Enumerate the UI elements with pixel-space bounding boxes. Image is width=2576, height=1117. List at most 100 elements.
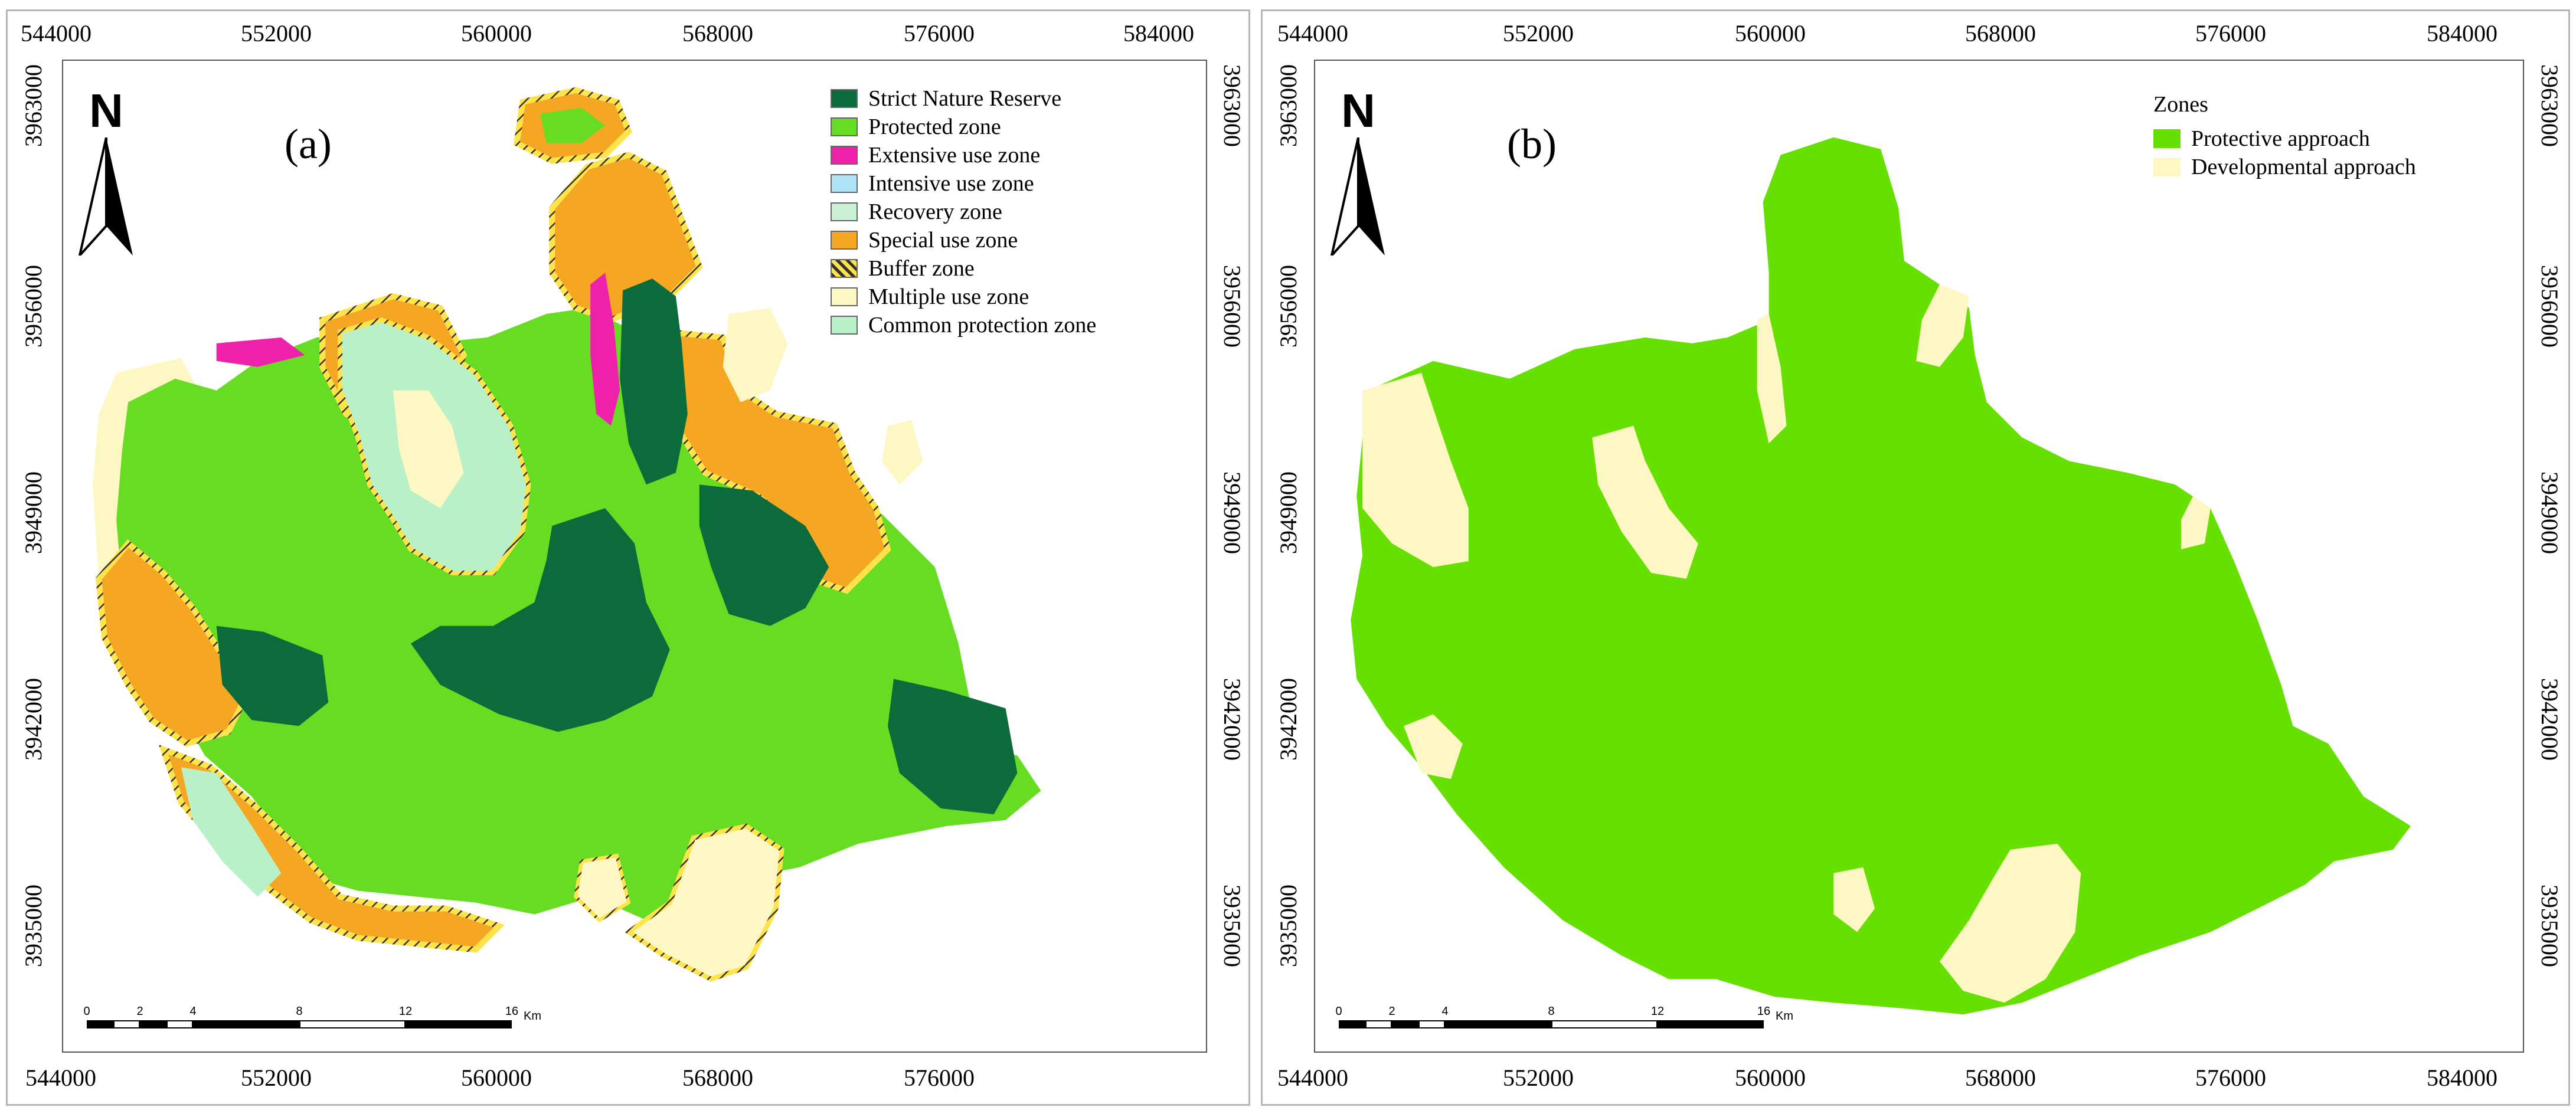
protective-approach-area [1351, 137, 2411, 1015]
x-tick-bottom: 552000 [241, 1064, 312, 1091]
x-tick-top: 584000 [2427, 20, 2497, 47]
legend-swatch [831, 146, 858, 165]
scale-segment [1339, 1020, 1365, 1028]
y-tick-left: 3963000 [20, 64, 47, 147]
common-protection-zone-south [181, 767, 282, 897]
scale-label: 8 [1548, 1005, 1555, 1018]
y-tick-left: 3942000 [20, 678, 47, 761]
x-tick-bottom: 552000 [1503, 1064, 1574, 1091]
x-tick-bottom: 576000 [2195, 1064, 2266, 1091]
legend-item: Recovery zone [831, 198, 1096, 226]
scale-segment [113, 1020, 140, 1028]
map-panel-a: 544000 552000 560000 568000 576000 58400… [6, 9, 1250, 1106]
scale-label: 16 [1757, 1005, 1771, 1018]
legend-item: Multiple use zone [831, 283, 1096, 311]
scale-segment [140, 1020, 166, 1028]
y-tick-left: 3956000 [20, 265, 47, 348]
x-tick-bottom: 544000 [1277, 1064, 1348, 1091]
scale-segment [1445, 1020, 1551, 1028]
panel-label-b: (b) [1507, 120, 1557, 168]
legend-item: Strict Nature Reserve [831, 84, 1096, 113]
legend-item: Common protection zone [831, 311, 1096, 339]
x-tick-top: 584000 [1123, 20, 1194, 47]
y-tick-right: 3935000 [2536, 885, 2563, 967]
legend-item: Special use zone [831, 226, 1096, 254]
y-tick-right: 3956000 [2536, 265, 2563, 348]
scale-segment [1551, 1020, 1658, 1028]
special-use-zone-east [649, 328, 891, 594]
scale-segment [193, 1020, 299, 1028]
scale-segment [1365, 1020, 1392, 1028]
legend-swatch [831, 174, 858, 193]
special-use-zone-north [549, 152, 703, 323]
x-tick-top: 560000 [461, 20, 532, 47]
x-tick-bottom: 576000 [904, 1064, 975, 1091]
legend-label: Special use zone [868, 228, 1018, 253]
developmental-approach-west [1362, 372, 1469, 567]
y-tick-right: 3956000 [1219, 265, 1245, 348]
legend-item: Buffer zone [831, 254, 1096, 283]
x-tick-top: 544000 [1277, 20, 1348, 47]
developmental-approach-south-small [1833, 867, 1875, 932]
y-tick-right: 3949000 [1219, 471, 1245, 554]
multiple-use-zone-northeast [723, 308, 788, 402]
x-tick-bottom: 560000 [461, 1064, 532, 1091]
y-tick-right: 3942000 [1219, 678, 1245, 761]
legend-label: Common protection zone [868, 313, 1097, 338]
legend-item: Developmental approach [2153, 153, 2416, 181]
legend-label: Protective approach [2191, 126, 2370, 151]
x-tick-bottom: 560000 [1735, 1064, 1806, 1091]
scale-label: 16 [505, 1005, 519, 1018]
scale-segment [87, 1020, 113, 1028]
scale-label: 8 [296, 1005, 303, 1018]
strict-nature-reserve-center [410, 508, 670, 732]
developmental-approach-south [1939, 843, 2081, 1003]
x-tick-top: 568000 [1965, 20, 2036, 47]
zoning-map-b [1351, 137, 2411, 1015]
north-label: N [89, 84, 123, 137]
legend-swatch [831, 231, 858, 250]
protected-zone-ring-inner [540, 107, 606, 143]
legend-swatch [831, 117, 858, 136]
x-tick-top: 560000 [1735, 20, 1806, 47]
y-tick-left: 3949000 [20, 471, 47, 554]
legend-label: Buffer zone [868, 256, 975, 281]
map-frame-a: N (a) Strict Nature Reserve Protected zo… [62, 60, 1207, 1053]
scale-label: 0 [83, 1005, 90, 1018]
legend-swatch [831, 202, 858, 221]
special-use-zone-west [95, 539, 250, 747]
legend-label: Extensive use zone [868, 143, 1041, 168]
developmental-approach-center-north [1592, 425, 1698, 579]
scale-bar-a: 0 2 4 8 12 16 Km [83, 1005, 547, 1052]
y-tick-right: 3963000 [2536, 64, 2563, 147]
scale-unit: Km [524, 1010, 541, 1023]
legend-swatch [2153, 158, 2181, 176]
y-tick-left: 3956000 [1275, 265, 1302, 348]
scale-bar-b: 0 2 4 8 12 16 Km [1335, 1005, 1799, 1052]
zoning-map-a [93, 87, 1041, 982]
scale-segment [406, 1020, 512, 1028]
developmental-approach-east [2181, 496, 2211, 550]
north-label: N [1341, 84, 1375, 137]
north-arrow-icon [1329, 137, 1385, 260]
developmental-approach-southwest [1404, 714, 1463, 779]
y-tick-left: 3935000 [1275, 885, 1302, 967]
legend-swatch [831, 89, 858, 108]
y-tick-right: 3949000 [2536, 471, 2563, 554]
strict-nature-reserve-east [699, 484, 829, 626]
x-tick-top: 576000 [904, 20, 975, 47]
map-panel-b: 544000 552000 560000 568000 576000 58400… [1261, 9, 2570, 1106]
multiple-use-zone-center [393, 390, 464, 509]
legend-swatch [831, 287, 858, 306]
legend-b: Zones Protective approach Developmental … [2153, 90, 2416, 181]
north-arrow: N [74, 84, 139, 261]
scale-label: 2 [1388, 1005, 1395, 1018]
legend-label: Recovery zone [868, 199, 1002, 224]
legend-item: Protected zone [831, 113, 1096, 141]
north-arrow-icon [77, 137, 133, 260]
extensive-use-zone-strip [590, 273, 620, 426]
north-arrow: N [1326, 84, 1391, 261]
y-tick-left: 3942000 [1275, 678, 1302, 761]
x-tick-bottom: 568000 [682, 1064, 753, 1091]
developmental-approach-northeast [1916, 284, 1969, 367]
